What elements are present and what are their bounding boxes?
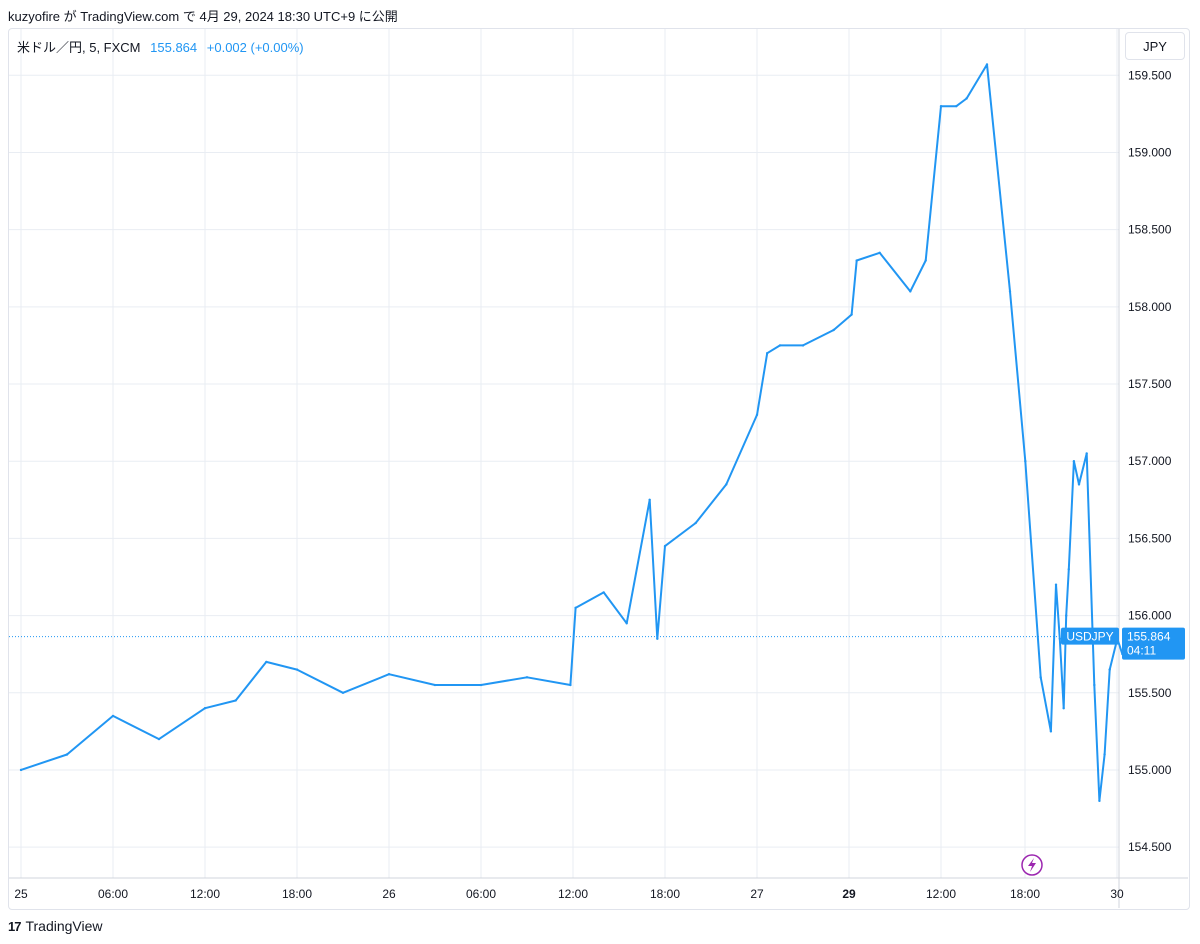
- price-point: [965, 97, 968, 100]
- price-point: [832, 328, 835, 332]
- price-series-line[interactable]: [20, 63, 1133, 802]
- price-point: [65, 753, 69, 756]
- x-tick-label: 25: [14, 887, 28, 901]
- price-point: [295, 668, 299, 671]
- price-point: [878, 251, 881, 255]
- y-tick-label: 154.500: [1128, 840, 1172, 854]
- x-tick-label: 27: [750, 887, 764, 901]
- y-tick-label: 159.500: [1128, 68, 1172, 82]
- price-point: [909, 290, 912, 293]
- price-point: [111, 714, 115, 718]
- price-point: [1098, 799, 1101, 803]
- price-point: [648, 498, 651, 502]
- price-point: [1039, 676, 1042, 679]
- x-tick-label: 12:00: [190, 887, 220, 901]
- price-point: [234, 699, 237, 702]
- price-point: [479, 683, 483, 687]
- price-point: [1067, 568, 1070, 571]
- price-point: [663, 544, 667, 548]
- price-point: [778, 344, 782, 347]
- y-tick-label: 156.000: [1128, 609, 1172, 623]
- currency-button[interactable]: JPY: [1125, 32, 1185, 60]
- price-point: [1103, 753, 1106, 756]
- price-point: [1077, 483, 1081, 486]
- price-point: [1024, 460, 1027, 463]
- price-point: [1008, 290, 1012, 293]
- legend-symbol[interactable]: 米ドル／円, 5, FXCM: [17, 40, 141, 55]
- price-point: [755, 413, 759, 417]
- price-point: [387, 673, 391, 676]
- tradingview-logo-text: TradingView: [25, 918, 103, 934]
- x-tick-label: 26: [382, 887, 396, 901]
- price-point: [625, 622, 628, 625]
- y-tick-label: 159.000: [1128, 145, 1172, 159]
- price-point: [1062, 707, 1065, 710]
- y-tick-label: 155.500: [1128, 686, 1172, 700]
- price-point: [1072, 460, 1076, 463]
- y-tick-label: 156.500: [1128, 531, 1172, 545]
- price-point: [985, 63, 989, 66]
- tradingview-logo[interactable]: 17 TradingView: [8, 918, 103, 934]
- chart-legend[interactable]: 米ドル／円, 5, FXCM 155.864 +0.002 (+0.00%): [17, 37, 304, 56]
- price-point: [1093, 683, 1096, 687]
- x-tick-label: 18:00: [1010, 887, 1040, 901]
- price-point: [265, 660, 268, 664]
- x-tick-label: 12:00: [926, 887, 956, 901]
- price-point: [157, 737, 161, 741]
- price-point: [569, 683, 572, 687]
- price-point: [725, 483, 728, 486]
- x-tick-label: 12:00: [558, 887, 588, 901]
- price-tag-countdown: 04:11: [1127, 644, 1156, 658]
- price-point: [656, 637, 659, 640]
- y-tick-label: 157.000: [1128, 454, 1172, 468]
- x-tick-label: 30: [1110, 887, 1124, 901]
- chart-frame: [8, 28, 1190, 910]
- price-point: [19, 768, 23, 772]
- price-point: [203, 707, 207, 710]
- legend-price: 155.864: [150, 40, 198, 55]
- price-point: [574, 606, 577, 610]
- price-point: [1108, 668, 1111, 671]
- lightning-bolt: [1028, 858, 1036, 872]
- tradingview-logo-icon: 17: [8, 918, 22, 934]
- price-point: [1085, 452, 1088, 455]
- symbol-tag: [1061, 627, 1119, 645]
- y-tick-label: 158.000: [1128, 300, 1172, 314]
- price-tag-value: 155.864: [1127, 630, 1171, 644]
- x-tick-label: 06:00: [98, 887, 128, 901]
- x-tick-label: 18:00: [282, 887, 312, 901]
- price-point: [341, 691, 345, 694]
- y-tick-label: 158.500: [1128, 223, 1172, 237]
- price-point: [1058, 637, 1062, 640]
- price-point: [939, 104, 943, 108]
- price-point: [924, 259, 927, 262]
- symbol-tag-text: USDJPY: [1066, 630, 1113, 644]
- price-point: [525, 676, 529, 679]
- x-tick-label: 29: [842, 887, 856, 901]
- price-point: [1049, 730, 1053, 733]
- price-point: [955, 104, 958, 108]
- y-tick-label: 155.000: [1128, 763, 1172, 777]
- price-point: [766, 351, 769, 355]
- price-point: [694, 521, 697, 525]
- price-point: [1054, 583, 1058, 586]
- price-tag: [1122, 627, 1185, 660]
- price-point: [433, 683, 437, 687]
- price-point: [801, 344, 805, 347]
- x-tick-label: 06:00: [466, 887, 496, 901]
- legend-change: +0.002 (+0.00%): [206, 40, 304, 55]
- price-point: [850, 313, 853, 316]
- price-point: [602, 591, 605, 594]
- price-point: [1065, 614, 1068, 617]
- x-tick-label: 18:00: [650, 887, 680, 901]
- price-point: [855, 259, 858, 262]
- y-tick-label: 157.500: [1128, 377, 1172, 391]
- publish-header: kuzyofire が TradingView.com で 4月 29, 202…: [8, 9, 398, 24]
